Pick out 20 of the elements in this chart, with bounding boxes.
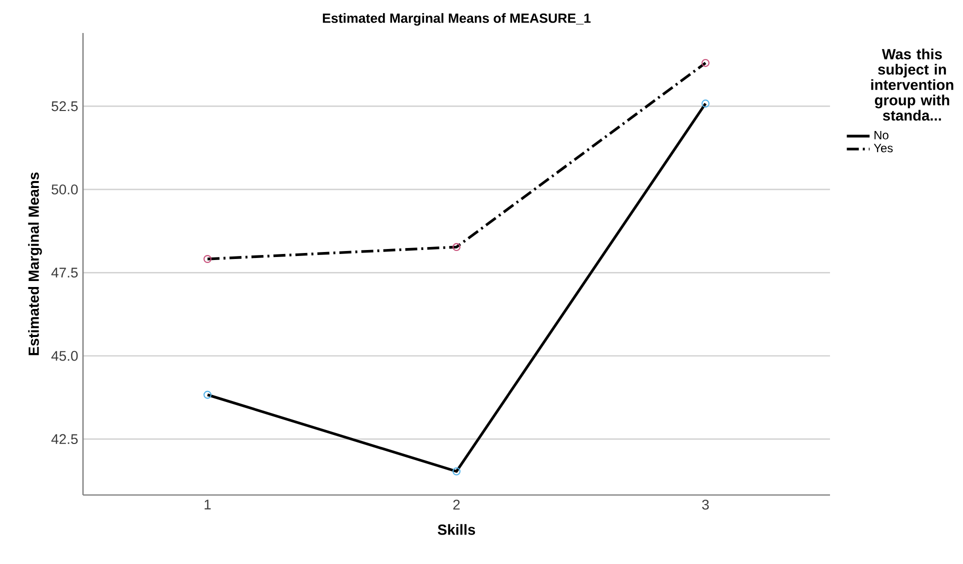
point	[204, 255, 212, 264]
y-axis-title: Estimated Marginal Means	[28, 172, 42, 356]
y-tick-label: 47.5	[51, 268, 78, 278]
point	[702, 58, 710, 67]
legend-label: Yes	[874, 144, 893, 152]
point	[452, 243, 461, 252]
point	[204, 390, 212, 399]
y-tick-label: 52.5	[52, 101, 78, 112]
x-tick-label: 2	[453, 500, 460, 510]
x-tick-label: 3	[702, 500, 709, 510]
legend-title: Was this subject in intervention group with standa...	[871, 48, 954, 121]
y-tick-label: 50.0	[52, 184, 78, 194]
legend-label: No	[874, 130, 888, 140]
x-axis-title: Skills	[438, 524, 476, 535]
point	[702, 100, 710, 108]
x-tick-label: 1	[204, 500, 211, 510]
point	[452, 467, 461, 476]
y-tick-label: 45.0	[51, 350, 78, 361]
chart-title: Estimated Marginal Means of MEASURE_1	[322, 13, 591, 26]
y-tick-label: 42.5	[51, 434, 78, 444]
